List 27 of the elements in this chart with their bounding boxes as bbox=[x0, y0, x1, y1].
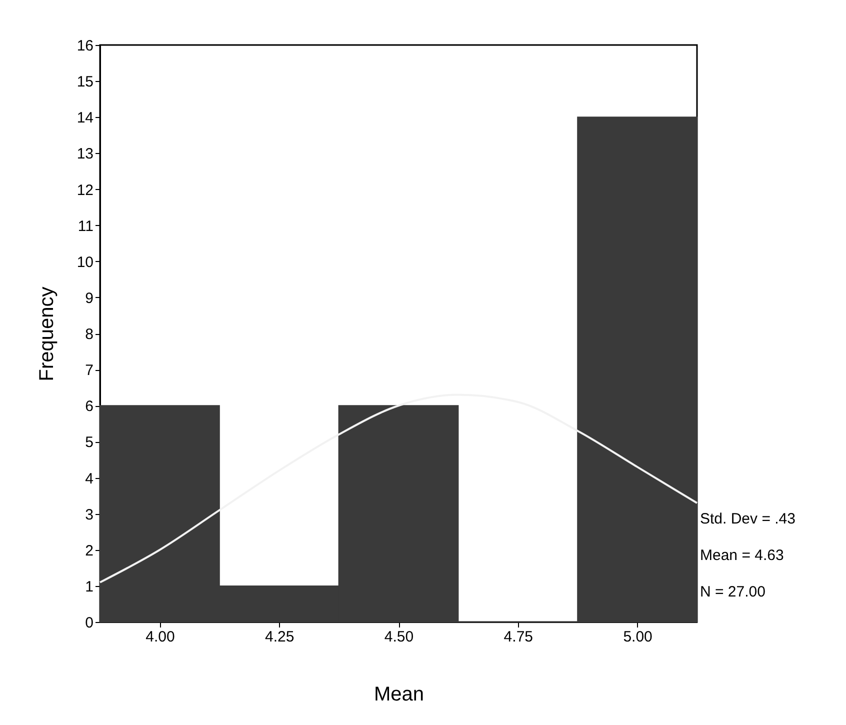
y-tick-label: 14 bbox=[76, 110, 94, 127]
x-tick-label: 5.00 bbox=[623, 628, 652, 646]
y-tick-label: 3 bbox=[85, 506, 94, 524]
y-tick-label: 4 bbox=[85, 470, 94, 488]
y-tick-label: 12 bbox=[76, 182, 94, 199]
x-tick-label: 4.50 bbox=[384, 628, 414, 646]
text: N = 27.00 bbox=[700, 584, 766, 600]
y-tick-label: 13 bbox=[76, 146, 94, 163]
y-tick-label: 5 bbox=[85, 434, 94, 452]
y-tick-label: 11 bbox=[78, 218, 94, 235]
x-axis-title: Mean bbox=[374, 684, 424, 706]
text: Std. Dev = .43 bbox=[700, 510, 796, 528]
y-tick-label: 8 bbox=[85, 326, 94, 343]
y-tick-label: 0 bbox=[85, 614, 94, 632]
text: Mean = 4.63 bbox=[700, 547, 784, 564]
y-tick-label: 1 bbox=[85, 578, 94, 596]
x-tick-label: 4.75 bbox=[504, 628, 533, 646]
y-axis-title: Frequency bbox=[36, 286, 58, 382]
x-tick-label: 4.00 bbox=[146, 628, 175, 646]
y-tick-label: 7 bbox=[85, 362, 94, 380]
y-tick-label: 10 bbox=[76, 254, 94, 271]
y-tick-label: 15 bbox=[76, 74, 94, 91]
y-tick-label: 9 bbox=[85, 290, 94, 307]
y-tick-label: 2 bbox=[85, 542, 94, 560]
y-tick-label: 16 bbox=[76, 38, 94, 54]
y-tick-label: 6 bbox=[85, 398, 94, 416]
x-tick-label: 4.25 bbox=[265, 628, 294, 646]
